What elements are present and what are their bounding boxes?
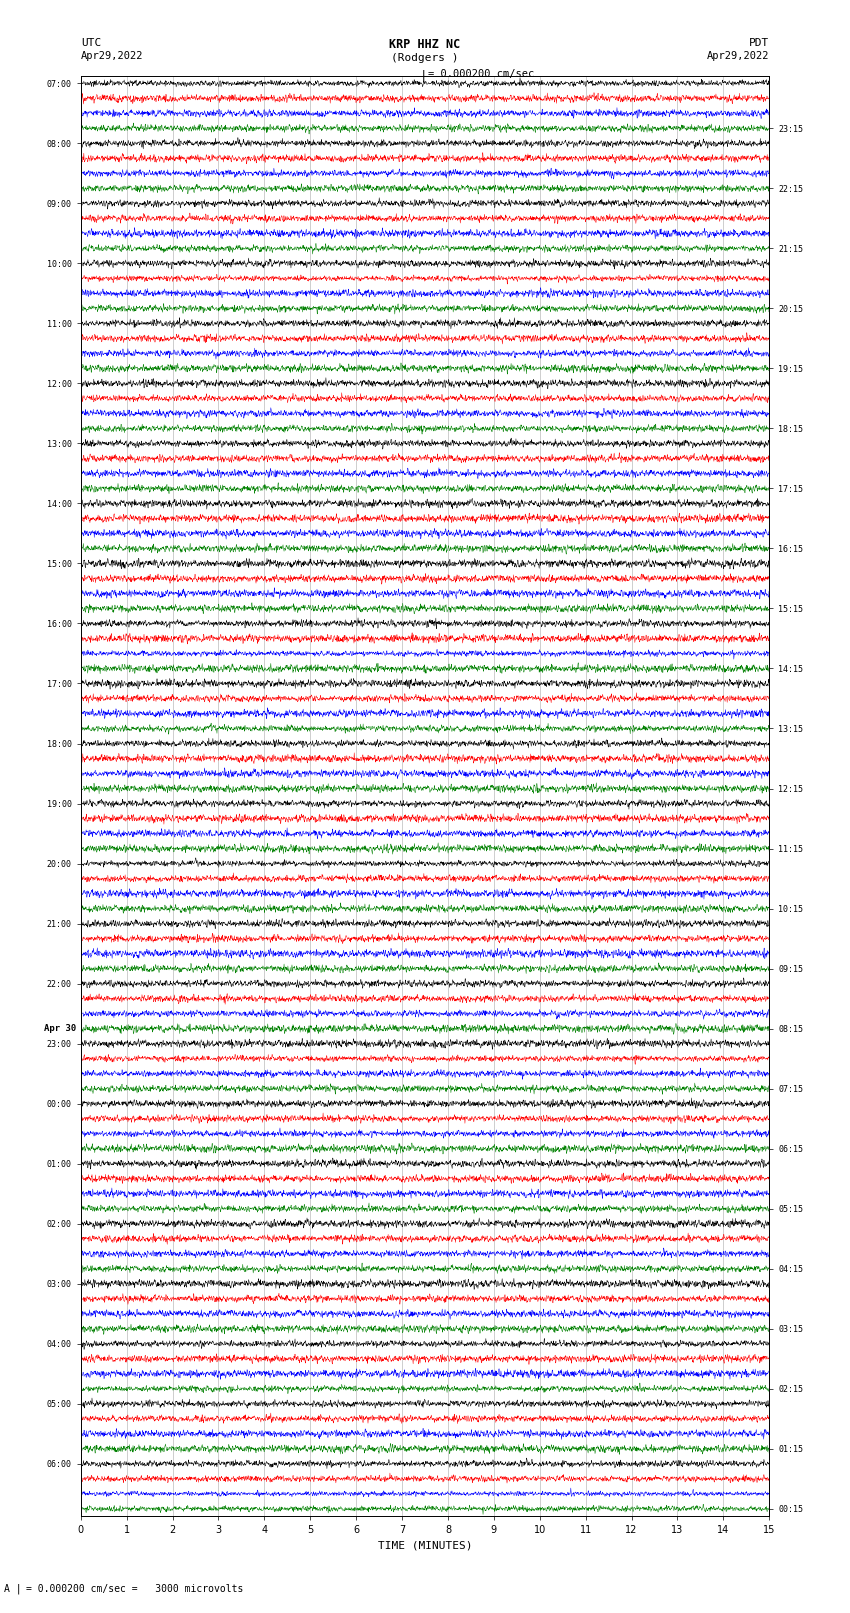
X-axis label: TIME (MINUTES): TIME (MINUTES) bbox=[377, 1540, 473, 1550]
Text: UTC: UTC bbox=[81, 39, 101, 48]
Text: Apr29,2022: Apr29,2022 bbox=[706, 52, 769, 61]
Text: KRP HHZ NC: KRP HHZ NC bbox=[389, 37, 461, 50]
Text: Apr 30: Apr 30 bbox=[44, 1024, 76, 1032]
Text: PDT: PDT bbox=[749, 39, 769, 48]
Text: = 0.000200 cm/sec: = 0.000200 cm/sec bbox=[428, 69, 534, 79]
Text: (Rodgers ): (Rodgers ) bbox=[391, 53, 459, 63]
Text: |: | bbox=[420, 69, 427, 82]
Text: = 0.000200 cm/sec =   3000 microvolts: = 0.000200 cm/sec = 3000 microvolts bbox=[26, 1584, 243, 1594]
Text: A |: A | bbox=[4, 1582, 22, 1594]
Text: Apr29,2022: Apr29,2022 bbox=[81, 52, 144, 61]
